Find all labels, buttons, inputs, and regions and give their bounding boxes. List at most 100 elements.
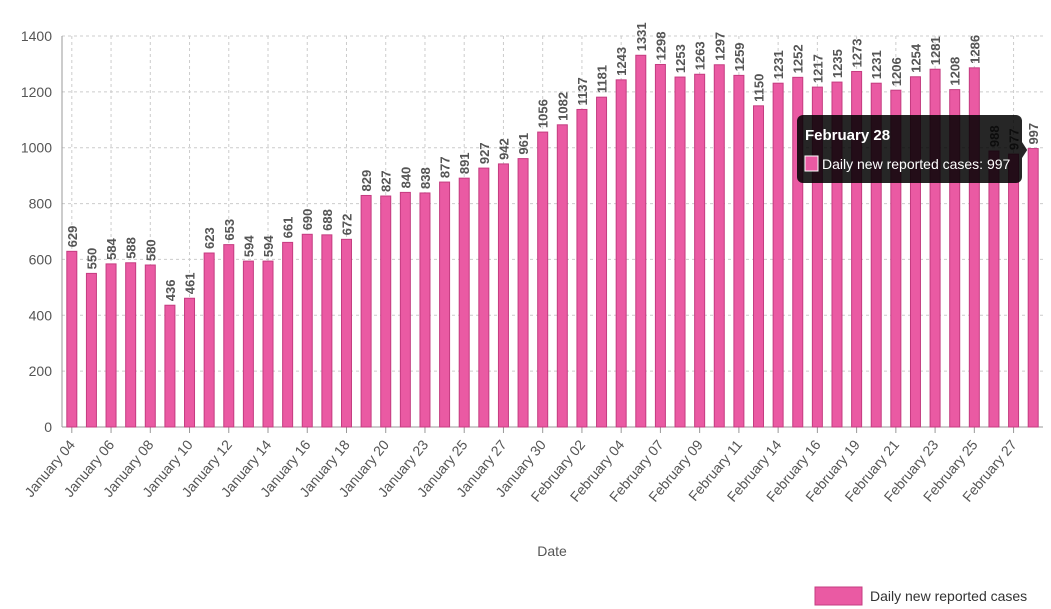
bar	[988, 150, 1000, 428]
bar	[753, 105, 765, 428]
bar	[968, 67, 980, 428]
bar	[380, 195, 392, 428]
bar	[635, 54, 647, 428]
value-label: 653	[222, 219, 237, 241]
value-label: 1252	[791, 44, 806, 73]
value-label: 629	[65, 226, 80, 248]
bar	[811, 86, 823, 428]
tooltip-swatch	[804, 155, 819, 172]
value-label: 1286	[967, 35, 982, 64]
bar	[851, 70, 863, 428]
value-label: 690	[300, 209, 315, 231]
y-tick-label: 0	[44, 419, 52, 435]
value-label: 1298	[653, 32, 668, 61]
bar	[792, 76, 804, 428]
tooltip: February 28 Daily new reported cases: 997	[797, 115, 1028, 183]
value-label: 877	[438, 156, 453, 178]
value-label: 1263	[693, 41, 708, 70]
value-label: 1231	[869, 50, 884, 79]
value-label: 1297	[712, 32, 727, 61]
value-label: 997	[1026, 123, 1041, 145]
value-label: 436	[163, 280, 178, 302]
y-tick-label: 400	[29, 307, 53, 323]
bar	[164, 304, 176, 428]
bar	[360, 194, 372, 428]
bar	[478, 167, 490, 428]
bar	[537, 131, 549, 428]
bar	[223, 244, 235, 428]
y-tick-label: 600	[29, 251, 53, 267]
y-tick-label: 800	[29, 196, 53, 212]
value-label: 461	[183, 273, 198, 295]
value-label: 927	[477, 142, 492, 164]
value-label: 1181	[595, 65, 610, 93]
value-label: 1137	[575, 77, 590, 105]
bar	[242, 260, 254, 428]
tooltip-pointer	[1022, 142, 1028, 158]
bar	[596, 96, 608, 428]
bar	[85, 272, 97, 428]
bar	[144, 264, 156, 428]
value-label: 588	[124, 237, 139, 259]
x-axis-title: Date	[537, 543, 567, 559]
value-label: 840	[398, 167, 413, 189]
bar	[125, 262, 137, 428]
bar	[517, 158, 529, 428]
value-label: 1056	[536, 99, 551, 128]
value-label: 1208	[948, 57, 963, 86]
bar	[772, 82, 784, 428]
value-label: 827	[379, 170, 394, 192]
value-label: 661	[281, 217, 296, 239]
value-label: 623	[202, 227, 217, 249]
legend-label: Daily new reported cases	[870, 588, 1027, 604]
bar	[909, 76, 921, 428]
bar	[340, 238, 352, 428]
value-label: 672	[339, 214, 354, 236]
bar	[262, 260, 274, 428]
value-label: 1217	[810, 54, 825, 83]
value-label: 1243	[614, 47, 629, 76]
bar	[105, 263, 117, 428]
tooltip-title: February 28	[805, 127, 890, 144]
bar	[733, 74, 745, 428]
bar	[615, 79, 627, 428]
bar	[831, 81, 843, 428]
bar	[674, 76, 686, 428]
bar	[321, 234, 333, 428]
bar	[419, 192, 431, 428]
legend-swatch	[814, 586, 863, 606]
bar	[1008, 153, 1020, 428]
value-label: 550	[84, 248, 99, 270]
value-label: 838	[418, 167, 433, 189]
value-label: 584	[104, 237, 119, 259]
bar	[576, 108, 588, 428]
value-label: 688	[320, 209, 335, 231]
bar	[66, 250, 78, 428]
value-label: 1331	[634, 22, 649, 51]
value-label: 1082	[555, 92, 570, 121]
bar	[929, 68, 941, 428]
value-label: 942	[496, 138, 511, 160]
value-label: 580	[143, 239, 158, 261]
bar	[301, 233, 313, 428]
bar	[654, 63, 666, 428]
value-label: 1259	[732, 42, 747, 71]
bar	[870, 82, 882, 428]
y-tick-label: 1000	[21, 140, 52, 156]
bar	[694, 73, 706, 428]
bar	[399, 191, 411, 428]
tooltip-label: Daily new reported cases: 997	[822, 156, 1011, 172]
value-label: 594	[241, 235, 256, 257]
bar	[713, 64, 725, 428]
tooltip-box	[797, 115, 1022, 183]
bar	[890, 89, 902, 428]
bar	[439, 181, 451, 428]
bar	[556, 124, 568, 428]
y-tick-label: 1400	[21, 28, 52, 44]
bar	[949, 89, 961, 428]
value-label: 1281	[928, 36, 943, 65]
bar	[458, 177, 470, 428]
bar	[282, 241, 294, 428]
value-label: 961	[516, 133, 531, 155]
